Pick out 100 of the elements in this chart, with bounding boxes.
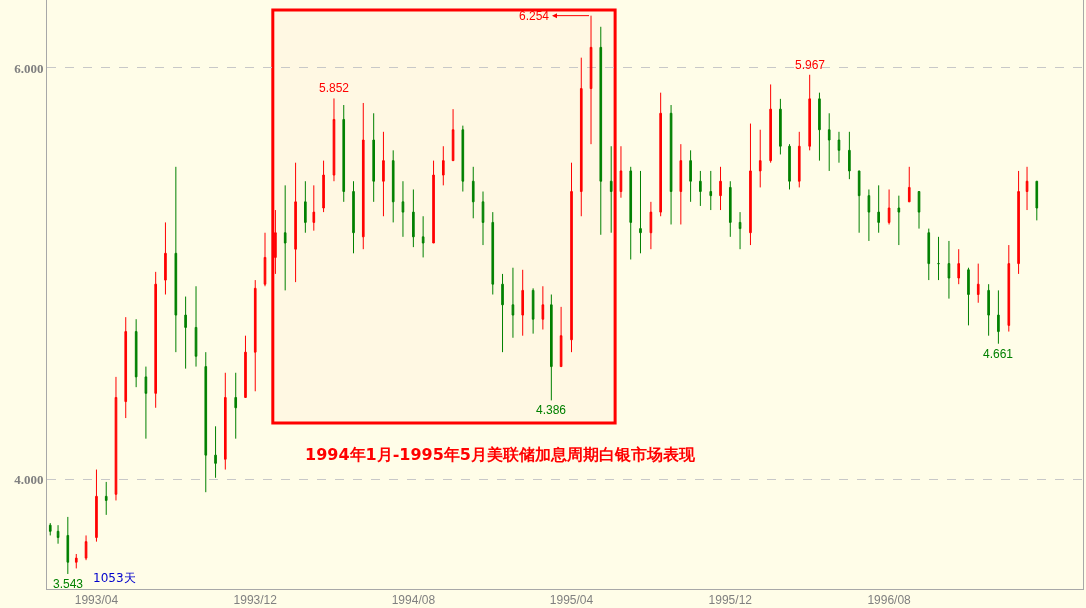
candlestick: [74, 553, 78, 569]
candlestick: [56, 524, 60, 545]
candlestick: [827, 112, 831, 172]
candlestick: [461, 125, 465, 193]
candlestick: [124, 316, 128, 419]
candlestick: [788, 143, 791, 190]
candlestick: [659, 92, 662, 217]
candlestick: [779, 98, 782, 155]
candlestick: [738, 211, 742, 250]
candlestick: [481, 191, 485, 246]
candlestick: [372, 112, 375, 203]
candlestick: [253, 279, 257, 392]
candlestick: [758, 129, 762, 188]
candlestick: [857, 170, 861, 234]
candlestick: [987, 283, 990, 337]
candlestick: [917, 191, 921, 230]
x-tick-label: 1993/12: [233, 593, 278, 608]
candlestick: [1017, 170, 1020, 275]
candlestick: [95, 469, 98, 543]
candlestick: [907, 166, 911, 203]
candlestick: [927, 228, 931, 281]
candlestick: [957, 248, 961, 285]
annotation: 6.254: [519, 9, 550, 23]
candlestick: [639, 170, 642, 254]
x-tick-label: 1996/08: [867, 593, 912, 608]
annotation: 1053天: [93, 571, 136, 585]
candlestick: [352, 180, 355, 254]
candlestick: [332, 97, 336, 182]
y-tick-label: 6.000: [14, 60, 44, 76]
annotation: 4.661: [983, 347, 1014, 361]
candlestick: [976, 263, 980, 304]
candlestick: [204, 351, 208, 493]
candlestick: [541, 285, 545, 331]
annotation: 4.386: [536, 403, 567, 417]
candlestick: [937, 236, 940, 281]
candlestick: [501, 273, 504, 353]
candlestick: [84, 534, 88, 561]
candlestick: [184, 296, 187, 370]
candlestick: [144, 366, 148, 440]
candlestick: [531, 287, 535, 335]
candlestick: [234, 372, 238, 440]
candlestick: [274, 209, 277, 275]
candlestick: [304, 180, 307, 234]
candlestick: [441, 145, 445, 186]
candlestick: [382, 131, 385, 217]
x-tick-label: 1995/04: [549, 593, 594, 608]
candlestick: [263, 232, 267, 287]
x-tick-label: 1993/04: [74, 593, 119, 608]
candlestick: [401, 180, 405, 238]
candlestick: [194, 285, 198, 368]
candlestick: [154, 271, 157, 409]
candlestick: [114, 376, 118, 501]
candlestick: [491, 211, 495, 295]
candlestick: [867, 188, 871, 242]
candlestick: [679, 143, 683, 225]
candlestick: [294, 162, 297, 283]
candlestick: [421, 215, 425, 258]
candlestick: [559, 306, 563, 368]
candlestick: [728, 180, 732, 238]
candlestick: [997, 289, 1000, 345]
candlestick: [579, 57, 583, 217]
candlestick: [391, 149, 395, 223]
candlestick: [283, 184, 287, 291]
candlestick: [471, 166, 475, 219]
candlestick: [511, 267, 515, 339]
candlestick: [570, 162, 573, 353]
candlestick: [322, 160, 325, 213]
candlestick: [223, 372, 227, 471]
candlestick: [244, 335, 247, 398]
candlestick: [947, 240, 951, 300]
y-tick-label: 4.000: [14, 472, 44, 488]
candlestick: [848, 131, 851, 180]
candlestick: [451, 108, 455, 162]
candlestick: [104, 481, 108, 516]
candlestick: [749, 123, 752, 246]
candlestick: [699, 170, 702, 207]
candlestick: [550, 294, 553, 401]
candlestick: [797, 131, 801, 188]
band-label: 1994年1月-1995年5月美联储加息周期白银市场表现: [305, 445, 696, 464]
candlestick: [214, 425, 217, 479]
candlestick: [412, 188, 415, 248]
candlestick: [769, 83, 772, 164]
candlestick: [66, 516, 70, 575]
candlestick: [837, 131, 841, 164]
candlestick: [669, 104, 673, 225]
candlestick: [164, 221, 167, 295]
candlestick: [877, 184, 880, 234]
candlestick: [342, 104, 346, 203]
candlestick: [689, 149, 692, 203]
candlestick: [818, 92, 821, 162]
candlestick: [1035, 180, 1039, 221]
candlestick: [134, 318, 138, 388]
candlestick: [619, 145, 623, 199]
candlestick: [967, 267, 970, 326]
candlestick: [589, 15, 593, 145]
candlestick: [312, 184, 316, 232]
candlestick: [599, 26, 603, 236]
candlestick: [174, 166, 178, 353]
candlestick: [719, 166, 722, 211]
x-tick-label: 1995/12: [708, 593, 753, 608]
